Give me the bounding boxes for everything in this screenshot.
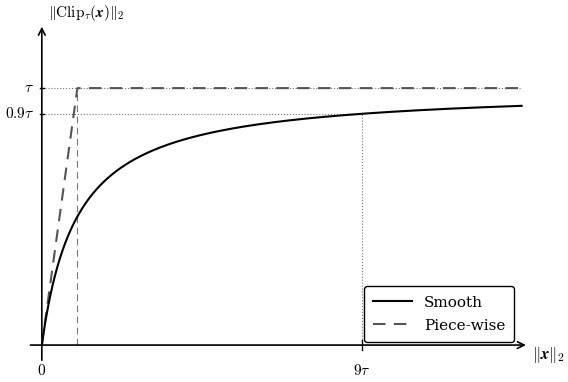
Smooth [243, 124, 250, 128]
Piece-wise [74, 86, 81, 91]
Line: Piece-wise: Piece-wise [42, 88, 521, 345]
Text: $9\tau$: $9\tau$ [353, 363, 370, 378]
Piece-wise [457, 86, 464, 91]
Smooth [457, 106, 464, 110]
Text: $0.9\tau$: $0.9\tau$ [5, 106, 34, 121]
Text: $\tau$: $\tau$ [24, 81, 34, 95]
Smooth [518, 104, 525, 108]
Line: Smooth: Smooth [42, 106, 521, 345]
Piece-wise [93, 86, 100, 91]
Smooth [39, 343, 45, 347]
Piece-wise [509, 86, 516, 91]
Smooth [223, 128, 229, 132]
Smooth [122, 163, 128, 167]
Piece-wise [39, 343, 45, 347]
Piece-wise [243, 86, 250, 91]
Text: $0$: $0$ [37, 363, 47, 378]
Legend: Smooth, Piece-wise: Smooth, Piece-wise [364, 286, 515, 342]
Piece-wise [223, 86, 229, 91]
Text: $\|\boldsymbol{x}\|_2$: $\|\boldsymbol{x}\|_2$ [532, 345, 565, 365]
Piece-wise [518, 86, 525, 91]
Smooth [93, 187, 100, 192]
Piece-wise [122, 86, 128, 91]
Smooth [509, 104, 516, 108]
Text: $\|\mathrm{Clip}_{\tau}(\boldsymbol{x})\|_2$: $\|\mathrm{Clip}_{\tau}(\boldsymbol{x})\… [48, 3, 125, 23]
